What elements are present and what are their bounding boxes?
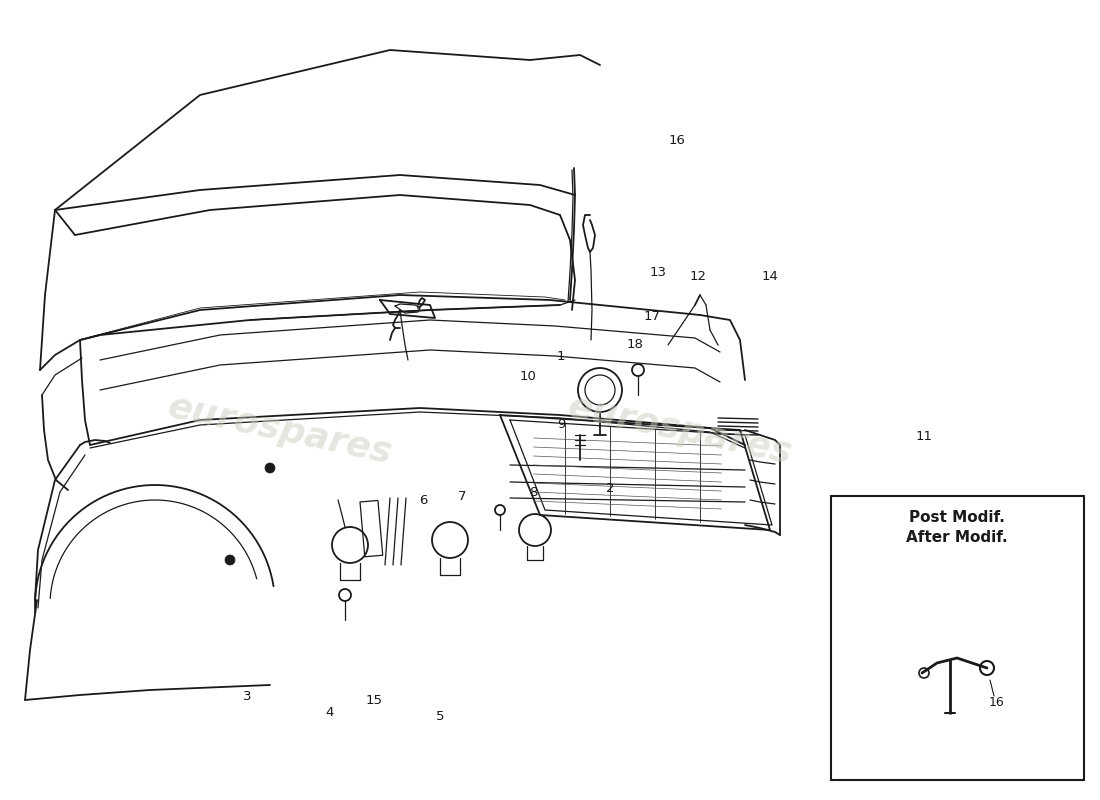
Text: 9: 9 xyxy=(557,418,565,430)
Text: 14: 14 xyxy=(761,270,779,282)
Text: eurospares: eurospares xyxy=(564,390,795,470)
Text: 4: 4 xyxy=(326,706,334,718)
Text: 3: 3 xyxy=(243,690,252,702)
Text: 7: 7 xyxy=(458,490,466,502)
Text: 15: 15 xyxy=(365,694,383,706)
Text: 17: 17 xyxy=(644,310,661,322)
Text: 1: 1 xyxy=(557,350,565,362)
Text: 13: 13 xyxy=(649,266,667,278)
Bar xyxy=(360,501,383,557)
Text: 12: 12 xyxy=(690,270,707,282)
Circle shape xyxy=(265,463,275,473)
Circle shape xyxy=(226,555,235,565)
Text: eurospares: eurospares xyxy=(165,390,395,470)
Text: After Modif.: After Modif. xyxy=(906,530,1008,546)
Text: 18: 18 xyxy=(626,338,644,350)
Text: 5: 5 xyxy=(436,710,444,722)
Text: 6: 6 xyxy=(419,494,428,506)
Text: 11: 11 xyxy=(915,430,933,442)
Text: Post Modif.: Post Modif. xyxy=(909,510,1005,526)
Text: 8: 8 xyxy=(529,486,538,498)
Text: 16: 16 xyxy=(668,134,685,146)
Text: 10: 10 xyxy=(519,370,537,382)
Text: 2: 2 xyxy=(606,482,615,494)
Text: 16: 16 xyxy=(989,697,1005,710)
